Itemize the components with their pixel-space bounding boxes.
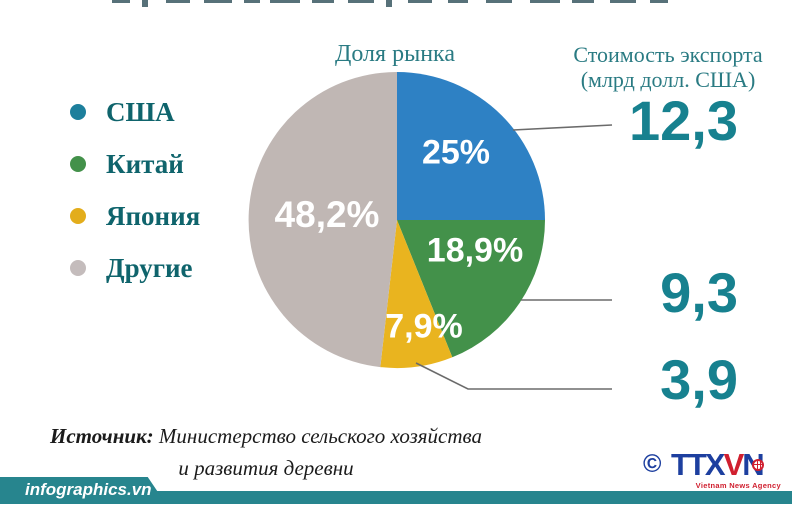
pie-slice-3 [248, 71, 397, 368]
callout-line-usa [512, 124, 613, 131]
export-value-usa: 12,3 [629, 89, 738, 152]
legend-label-japan: Япония [106, 200, 201, 231]
pie-percent-label-usa: 25% [421, 133, 491, 172]
pie-chart-title: Доля рынка [335, 41, 455, 67]
legend-dot-others [70, 260, 86, 276]
legend-label-usa: США [106, 96, 175, 127]
ttxvn-wordmark: TTXVN [671, 447, 765, 482]
source-line2: и развития деревни [178, 456, 354, 480]
legend-dot-japan [70, 208, 86, 224]
copyright-icon: © [643, 450, 662, 478]
legend-dot-china [70, 156, 86, 172]
source-attribution: Источник: Министерство сельского хозяйст… [16, 420, 516, 484]
footer-ribbon [0, 477, 166, 504]
footer-bar [0, 491, 792, 504]
ttxvn-v: V [723, 447, 745, 482]
legend: США Китай Япония Другие [70, 94, 200, 302]
export-value-japan: 3,9 [660, 348, 738, 411]
legend-label-others: Другие [106, 252, 193, 283]
cropped-page-title [108, 0, 688, 8]
pie-percent-label-japan: 7,9% [385, 307, 463, 346]
source-label: Источник: [50, 424, 154, 448]
source-line1-text: Министерство сельского хозяйства [153, 424, 482, 448]
export-values-header-line2: (млрд долл. США) [580, 67, 756, 92]
legend-item-china: Китай [70, 146, 200, 182]
ttxvn-logo: © TTXVN Vietnam News Agency [643, 447, 785, 490]
pie-slice-2 [380, 220, 453, 369]
legend-item-japan: Япония [70, 198, 200, 234]
globe-icon [752, 459, 764, 471]
ttxvn-ttx: TTX [671, 447, 726, 482]
export-value-china: 9,3 [660, 261, 738, 324]
callout-line-japan [415, 362, 612, 390]
callout-lines [415, 124, 613, 390]
logo-subtitle: Vietnam News Agency [695, 481, 781, 490]
pie-slice-1 [397, 220, 545, 358]
pie-slice-0 [397, 72, 545, 220]
export-values-header-line1: Стоимость экспорта [573, 42, 763, 67]
export-values-header: Стоимость экспорта (млрд долл. США) [553, 42, 783, 92]
legend-dot-usa [70, 104, 86, 120]
pie-percent-label-others: 48,2% [274, 194, 380, 235]
infographics-brand: infographics.vn [25, 480, 152, 499]
source-line1: Источник: Министерство сельского хозяйст… [16, 420, 516, 452]
legend-item-others: Другие [70, 250, 200, 286]
legend-item-usa: США [70, 94, 200, 130]
legend-label-china: Китай [106, 148, 184, 179]
pie-percent-label-china: 18,9% [426, 231, 524, 270]
